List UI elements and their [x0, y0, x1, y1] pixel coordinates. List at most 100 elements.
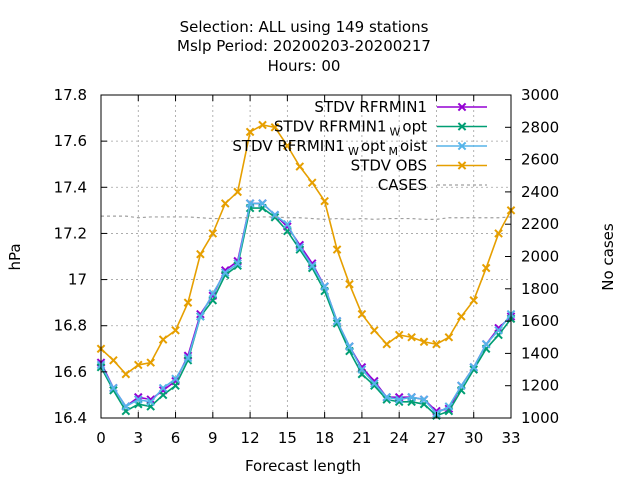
legend-entry: STDV OBS — [351, 157, 487, 175]
data-point — [320, 196, 329, 206]
data-point — [158, 390, 168, 400]
legend-marker — [457, 161, 467, 170]
legend-label-subscript: W — [390, 126, 401, 139]
data-point — [171, 326, 180, 335]
data-point — [456, 381, 466, 391]
y2-axis-label: No cases — [599, 223, 617, 291]
data-point — [370, 379, 379, 388]
data-point — [432, 339, 441, 349]
data-point — [332, 316, 342, 326]
y2-tick-label: 2600 — [521, 151, 559, 169]
legend-label-main: STDV RFRMIN1 — [232, 137, 345, 155]
legend-label-part: opt — [361, 137, 386, 155]
data-point — [382, 392, 392, 402]
y-tick-label: 16.4 — [54, 409, 87, 427]
x-tick-label: 9 — [208, 429, 218, 447]
legend-marker — [457, 122, 467, 131]
series-3 — [96, 120, 516, 379]
series-line — [100, 124, 512, 376]
data-point — [183, 353, 193, 363]
x-tick-label: 21 — [352, 429, 371, 447]
y-tick-label: 17.8 — [54, 86, 87, 104]
title-line-hours: Hours: 00 — [268, 57, 341, 75]
data-point — [295, 242, 305, 252]
y-tick-label: 16.6 — [54, 363, 87, 381]
data-point — [307, 178, 317, 187]
series-line — [100, 207, 512, 417]
data-point — [295, 162, 305, 171]
data-point — [456, 312, 466, 321]
data-point — [481, 263, 491, 273]
data-point — [481, 339, 491, 349]
series-line — [101, 215, 512, 220]
data-point — [233, 187, 242, 197]
data-point — [245, 199, 255, 208]
data-point — [419, 395, 429, 404]
y-tick-label: 17.2 — [54, 224, 87, 242]
data-point — [394, 395, 404, 404]
x-axis-label: Forecast length — [245, 457, 361, 475]
data-point — [307, 261, 317, 271]
data-point — [196, 312, 205, 321]
data-point — [444, 332, 454, 342]
y-axis-label: hPa — [6, 243, 24, 270]
x-tick-label: 30 — [464, 429, 483, 447]
legend-entry: CASES — [378, 176, 487, 194]
data-point — [283, 141, 292, 151]
y2-tick-label: 1000 — [521, 409, 559, 427]
legend-label-main: STDV RFRMIN1 — [274, 118, 387, 136]
legend-marker — [457, 102, 467, 112]
title-line-period: Mslp Period: 20200203-20200217 — [177, 37, 431, 55]
data-point — [183, 298, 193, 307]
data-point — [258, 199, 267, 208]
data-point — [146, 397, 156, 407]
data-point — [469, 296, 479, 305]
data-point — [407, 392, 416, 402]
series-line — [100, 202, 512, 412]
series-2 — [96, 199, 516, 418]
y-tick-label: 17.4 — [54, 178, 87, 196]
legend-label-subscript: M — [388, 145, 398, 158]
data-point — [208, 289, 218, 298]
title-line-selection: Selection: ALL using 149 stations — [180, 18, 429, 36]
data-point — [245, 127, 255, 137]
data-point — [158, 383, 168, 393]
x-tick-label: 0 — [96, 429, 106, 447]
plot-area — [96, 120, 516, 420]
data-point — [146, 358, 156, 367]
data-point — [171, 381, 180, 391]
y2-tick-label: 1600 — [521, 312, 559, 330]
data-point — [196, 249, 205, 259]
axis-ticks: 0 3 6 9 12 15 18 21 24 27 30 33 16.4 16.6 16.8 17 17.2 17… — [54, 86, 560, 447]
data-point — [494, 229, 503, 238]
chart-title: Selection: ALL using 149 stations Mslp P… — [177, 18, 431, 75]
data-point — [121, 369, 131, 379]
legend-label-part: opt — [402, 118, 427, 136]
data-point — [444, 402, 454, 411]
data-point — [332, 245, 342, 254]
data-point — [133, 395, 143, 404]
y2-tick-label: 2400 — [521, 183, 559, 201]
y2-tick-label: 2200 — [521, 215, 559, 233]
data-point — [382, 339, 392, 349]
data-point — [158, 335, 168, 344]
legend-marker — [457, 141, 467, 151]
data-point — [394, 330, 404, 340]
legend-label: STDV OBS — [351, 157, 427, 175]
data-point — [220, 199, 230, 208]
y2-tick-label: 1800 — [521, 280, 559, 298]
data-point — [109, 383, 118, 393]
data-point — [345, 279, 354, 289]
series-0 — [96, 199, 516, 416]
legend-label-subscript: W — [348, 145, 359, 158]
y2-tick-label: 1400 — [521, 344, 559, 362]
legend-label-part: oist — [400, 137, 427, 155]
data-point — [258, 120, 267, 130]
x-tick-label: 15 — [278, 429, 297, 447]
data-point — [233, 261, 242, 271]
y-tick-label: 17 — [68, 271, 87, 289]
data-point — [220, 268, 230, 277]
